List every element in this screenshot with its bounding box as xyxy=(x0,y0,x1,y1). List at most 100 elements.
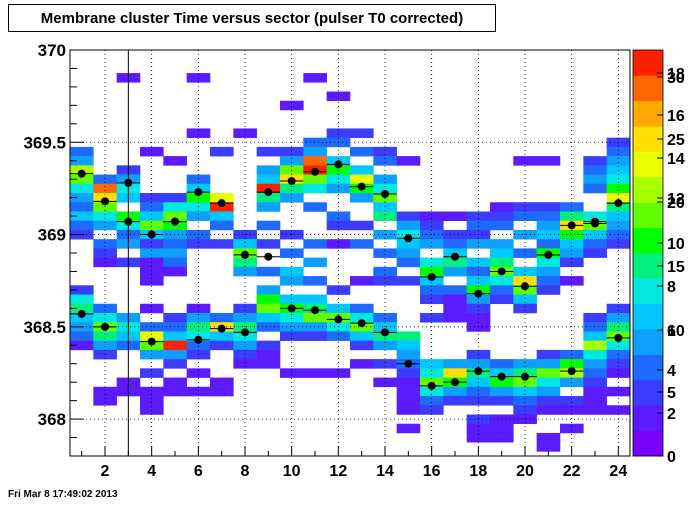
colorbar-label: 14 xyxy=(667,151,685,168)
heatmap-cell xyxy=(350,165,374,175)
x-tick-label: 12 xyxy=(329,463,347,480)
heatmap-cell xyxy=(490,414,514,425)
heatmap-cell xyxy=(606,193,631,203)
heatmap-cell xyxy=(583,229,607,240)
heatmap-cell xyxy=(326,303,351,314)
heatmap-cell xyxy=(373,211,397,222)
heatmap-cell xyxy=(280,183,304,194)
colorbar-label: 12 xyxy=(667,191,685,208)
profile-point xyxy=(357,319,366,328)
colorbar-label: 4 xyxy=(667,363,676,380)
colorbar-label: 30 xyxy=(667,70,685,87)
heatmap-cell xyxy=(443,386,467,397)
heatmap-cell xyxy=(560,423,584,434)
profile-point xyxy=(77,309,86,318)
heatmap-cell xyxy=(303,312,327,323)
heatmap-cell xyxy=(256,266,281,277)
heatmap-cell xyxy=(490,202,514,212)
profile-point xyxy=(381,328,389,337)
heatmap-cell xyxy=(583,183,607,194)
heatmap-cell xyxy=(210,312,234,323)
heatmap-cell xyxy=(443,229,467,240)
heatmap-cell xyxy=(396,276,421,286)
heatmap-cell xyxy=(443,285,467,295)
x-tick-label: 4 xyxy=(147,463,156,480)
heatmap-cell xyxy=(256,239,281,249)
heatmap-cell xyxy=(583,359,607,369)
heatmap-cell xyxy=(303,257,327,268)
y-tick-label: 370 xyxy=(38,41,66,60)
profile-upper-point xyxy=(474,289,483,298)
heatmap-cell xyxy=(490,220,514,231)
heatmap-cell xyxy=(70,174,94,185)
heatmap-cell xyxy=(280,331,304,341)
heatmap-cell xyxy=(513,396,537,406)
heatmap-cell xyxy=(490,276,514,286)
heatmap-cell xyxy=(280,193,304,203)
heatmap-cell xyxy=(466,211,491,222)
heatmap-cell xyxy=(466,276,491,286)
heatmap-cell xyxy=(396,239,421,249)
heatmap-cell xyxy=(420,396,444,406)
heatmap-cell xyxy=(350,331,374,341)
heatmap-cell xyxy=(536,359,561,369)
heatmap-cell xyxy=(93,248,117,258)
profile-point xyxy=(194,335,203,344)
heatmap-cell xyxy=(233,266,257,277)
heatmap-cell xyxy=(443,396,467,406)
x-tick-label: 6 xyxy=(194,463,203,480)
heatmap-cell xyxy=(396,349,421,360)
heatmap-cell xyxy=(536,239,561,249)
x-tick-label: 18 xyxy=(469,463,487,480)
heatmap-cell xyxy=(93,396,117,406)
heatmap-cell xyxy=(536,276,561,286)
heatmap-cell xyxy=(303,174,327,185)
heatmap-cell xyxy=(256,146,281,157)
colorbar-frame xyxy=(632,49,664,457)
heatmap-cell xyxy=(93,303,117,314)
heatmap-cell xyxy=(373,183,397,194)
profile-upper-point xyxy=(194,188,203,197)
y-tick-label: 369.5 xyxy=(23,133,66,152)
heatmap-cell xyxy=(163,322,187,332)
heatmap-cell xyxy=(163,211,187,222)
heatmap-cell xyxy=(163,156,187,166)
heatmap-cell xyxy=(490,239,514,249)
heatmap-cell xyxy=(560,211,584,222)
heatmap-cell xyxy=(536,211,561,222)
heatmap-cell xyxy=(513,211,537,222)
x-tick-label: 24 xyxy=(609,463,627,480)
x-tick-label: 16 xyxy=(423,463,441,480)
heatmap-cell xyxy=(536,220,561,231)
heatmap-cell xyxy=(303,276,327,286)
heatmap-cell xyxy=(373,202,397,212)
heatmap-cell xyxy=(583,156,607,166)
heatmap-cell xyxy=(373,156,397,166)
heatmap-cell xyxy=(396,331,421,341)
colorbar-label: 10 xyxy=(667,323,685,340)
profile-upper-point xyxy=(241,250,249,259)
heatmap-cell xyxy=(583,239,607,249)
heatmap-cell xyxy=(163,312,187,323)
heatmap-cell xyxy=(163,340,187,351)
heatmap-cell xyxy=(93,202,117,212)
heatmap-cell xyxy=(536,442,561,452)
heatmap-cell xyxy=(536,257,561,268)
profile-upper-point xyxy=(404,234,413,243)
heatmap-cell xyxy=(256,322,281,332)
heatmap-cell xyxy=(280,276,304,286)
heatmap-cell xyxy=(373,359,397,369)
heatmap-cell xyxy=(163,193,187,203)
heatmap-cell xyxy=(70,340,94,351)
heatmap-cell xyxy=(443,368,467,378)
heatmap-cell xyxy=(163,386,187,397)
heatmap-cell xyxy=(606,303,631,314)
heatmap-cell xyxy=(490,432,514,443)
colorbar-segment xyxy=(633,227,663,254)
profile-upper-point xyxy=(124,178,133,187)
heatmap-cell xyxy=(163,349,187,360)
profile-upper-point xyxy=(311,167,319,176)
heatmap-cell xyxy=(163,266,187,277)
heatmap-cell xyxy=(280,248,304,258)
heatmap-cell xyxy=(210,211,234,222)
